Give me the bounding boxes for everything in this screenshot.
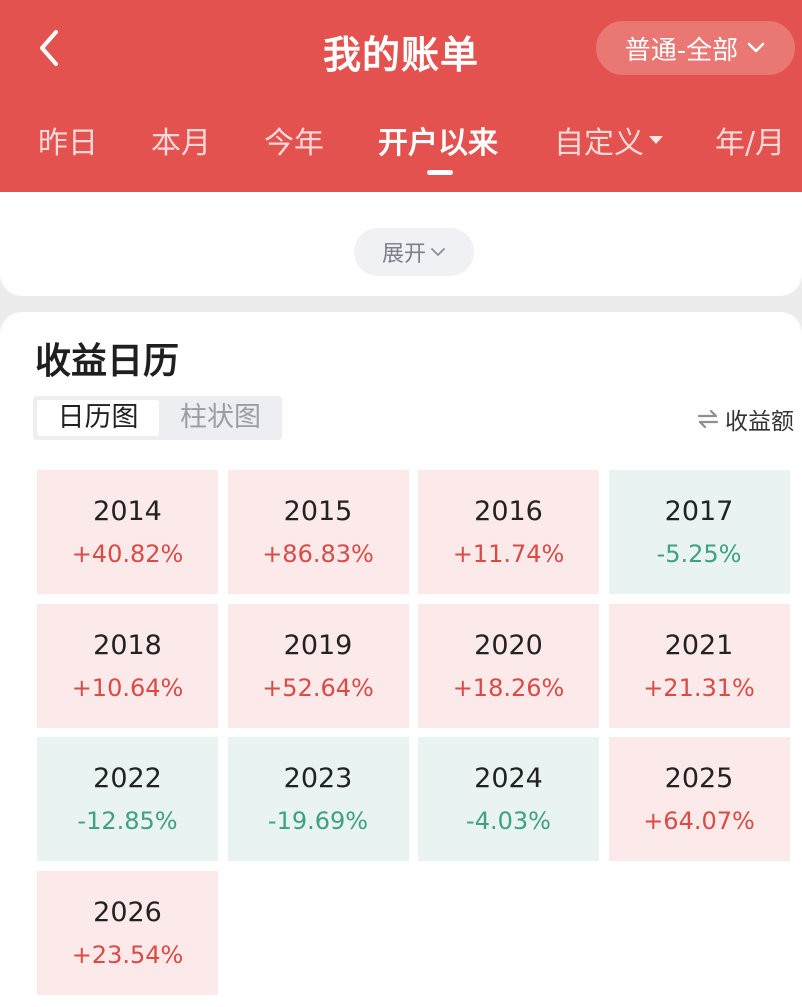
year-label: 2024: [474, 763, 543, 794]
year-return: +23.54%: [71, 940, 184, 969]
year-label: 2016: [474, 496, 543, 527]
year-return: +52.64%: [262, 673, 374, 702]
year-return: -4.03%: [466, 807, 551, 835]
year-label: 2018: [93, 629, 162, 661]
year-return: +21.31%: [643, 673, 755, 702]
metric-label: 收益额: [725, 409, 794, 435]
year-return: +40.82%: [71, 540, 184, 568]
view-toggle: 日历图 柱状图: [33, 396, 282, 440]
year-label: 2026: [93, 896, 162, 928]
year-label: 2015: [283, 496, 353, 527]
section-title: 收益日历: [35, 341, 180, 382]
year-label: 2022: [93, 763, 162, 794]
header-bar: 我的账单 普通-全部 昨日 本月 今年 开户以来 自定义 年/月: [0, 0, 802, 192]
metric-switch[interactable]: 收益额: [697, 402, 794, 436]
expand-button[interactable]: 展开: [354, 228, 474, 276]
year-return: +64.07%: [643, 807, 755, 835]
year-cell[interactable]: 2025 +64.07%: [608, 737, 790, 861]
year-cell[interactable]: 2017 -5.25%: [608, 470, 790, 594]
tab-yesterday[interactable]: 昨日: [38, 126, 98, 161]
tab-year-month[interactable]: 年/月: [715, 126, 786, 161]
caret-down-icon: [649, 136, 663, 144]
tab-this-year[interactable]: 今年: [264, 126, 324, 161]
profit-calendar-card: 收益日历 日历图 柱状图 收益额 2014 +40.82% 2015 +86.83% 2…: [0, 312, 802, 1007]
year-label: 2014: [93, 496, 162, 527]
year-cell[interactable]: 2020 +18.26%: [418, 603, 599, 728]
year-label: 2017: [664, 496, 734, 527]
year-return: +11.74%: [452, 540, 565, 568]
chevron-down-icon: [431, 248, 445, 256]
period-tabs: 昨日 本月 今年 开户以来 自定义 年/月: [0, 118, 802, 178]
year-cell[interactable]: 2023 -19.69%: [227, 737, 409, 861]
year-label: 2025: [664, 763, 734, 794]
back-button[interactable]: [32, 26, 72, 70]
account-type-selector[interactable]: 普通-全部: [596, 21, 795, 75]
year-return: +86.83%: [262, 540, 374, 568]
page-title: 我的账单: [322, 33, 479, 77]
year-return: +18.26%: [452, 673, 565, 702]
account-type-label: 普通-全部: [624, 35, 739, 66]
year-return: -5.25%: [656, 540, 742, 568]
tab-custom[interactable]: 自定义: [554, 118, 664, 162]
year-return: -19.69%: [267, 807, 369, 835]
expand-label: 展开: [381, 242, 426, 267]
summary-card: 展开: [0, 192, 802, 296]
year-label: 2021: [664, 629, 734, 661]
year-label: 2019: [283, 629, 353, 661]
year-label: 2023: [283, 763, 353, 794]
swap-icon: [697, 409, 719, 429]
year-cell[interactable]: 2015 +86.83%: [227, 470, 409, 594]
year-cell[interactable]: 2026 +23.54%: [37, 870, 218, 995]
view-bar-chart-option[interactable]: 柱状图: [180, 402, 261, 433]
view-calendar-option[interactable]: 日历图: [37, 400, 159, 436]
back-arrow-icon: [40, 30, 58, 66]
year-cell[interactable]: 2024 -4.03%: [418, 737, 599, 861]
year-cell[interactable]: 2019 +52.64%: [227, 603, 409, 728]
year-return: -12.85%: [77, 807, 178, 835]
year-cell[interactable]: 2021 +21.31%: [608, 603, 790, 728]
year-label: 2020: [474, 629, 543, 661]
chevron-down-icon: [747, 42, 765, 53]
tab-since-opening[interactable]: 开户以来: [378, 126, 498, 161]
year-return: +10.64%: [71, 673, 184, 702]
year-cell[interactable]: 2018 +10.64%: [37, 603, 218, 728]
year-cell[interactable]: 2022 -12.85%: [37, 737, 218, 861]
year-cell[interactable]: 2014 +40.82%: [37, 470, 218, 594]
tab-this-month[interactable]: 本月: [151, 126, 211, 161]
tab-custom-label: 自定义: [554, 126, 644, 161]
year-cell[interactable]: 2016 +11.74%: [418, 470, 599, 594]
active-tab-indicator: [427, 170, 453, 175]
